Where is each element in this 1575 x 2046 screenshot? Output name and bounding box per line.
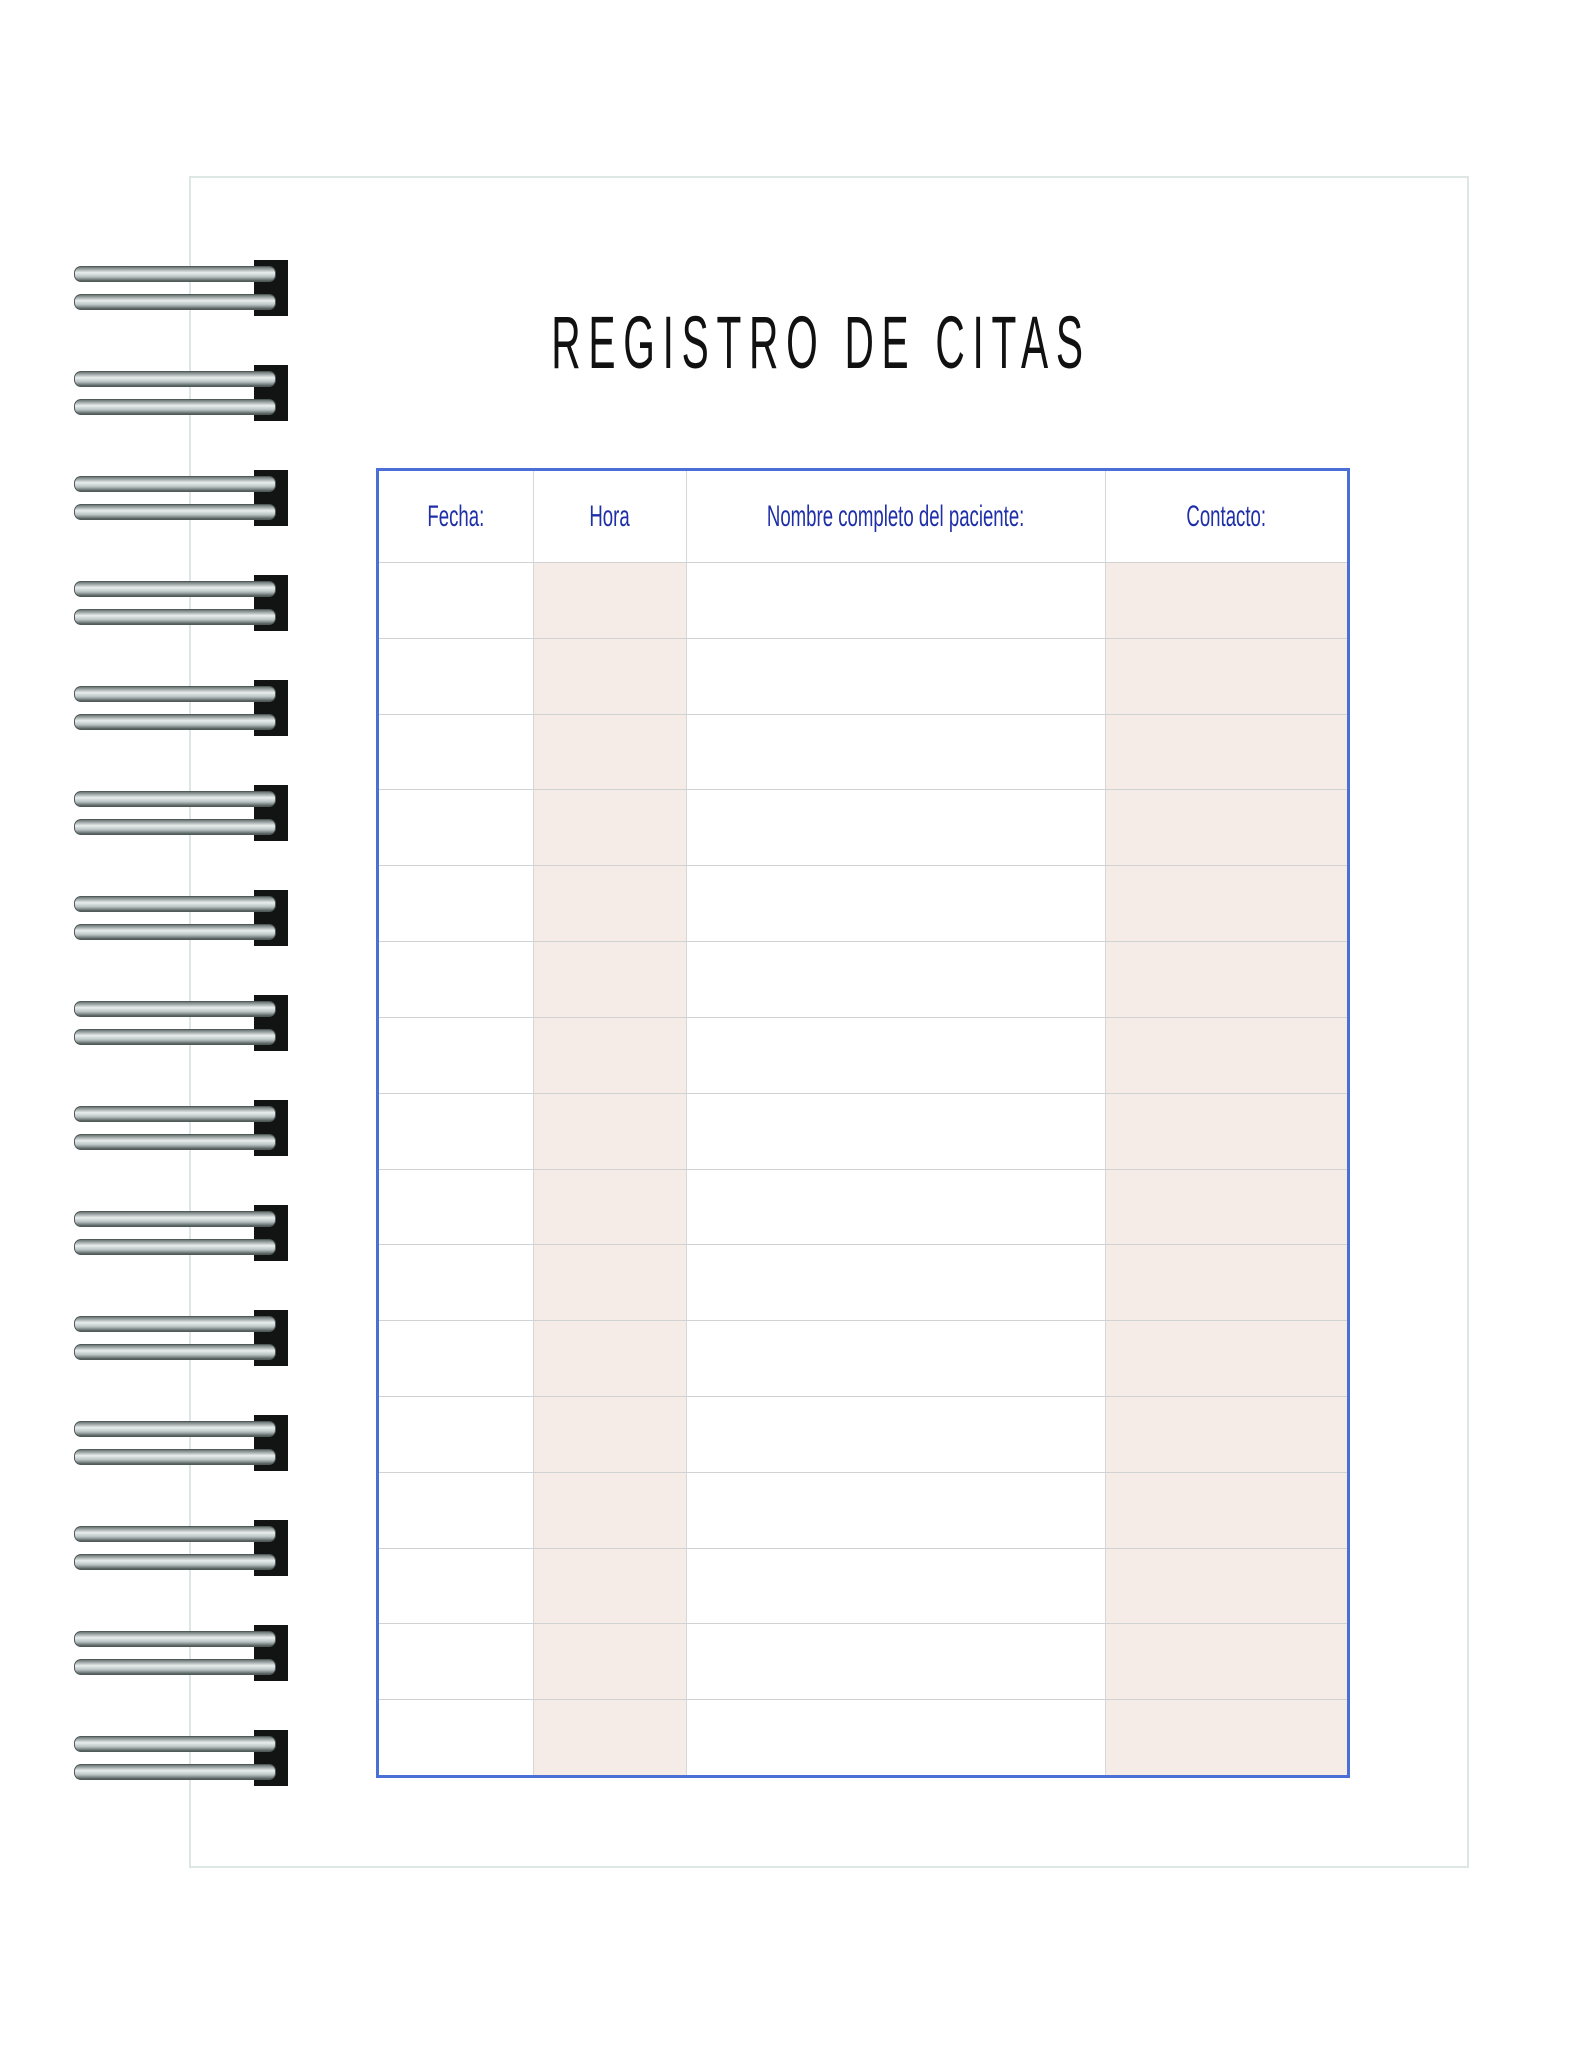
table-row — [379, 1016, 1347, 1018]
binding-ring — [74, 1625, 294, 1681]
binding-ring — [74, 1415, 294, 1471]
table-row — [379, 562, 1347, 563]
ring-wire — [74, 1659, 276, 1675]
binding-ring — [74, 260, 294, 316]
table-row — [379, 1623, 1347, 1625]
binding-ring — [74, 575, 294, 631]
appointments-table: Fecha: Hora Nombre completo del paciente… — [376, 468, 1350, 1778]
header-hora: Hora — [533, 471, 686, 562]
ring-wire — [74, 476, 276, 492]
header-nombre-label: Nombre completo del paciente: — [766, 499, 1025, 533]
ring-wire — [74, 1526, 276, 1542]
header-contacto-label: Contacto: — [1186, 499, 1266, 533]
binding-ring — [74, 1310, 294, 1366]
ring-wire — [74, 1239, 276, 1255]
header-nombre: Nombre completo del paciente: — [686, 471, 1105, 562]
ring-wire — [74, 1134, 276, 1150]
binding-ring — [74, 1730, 294, 1786]
header-contacto: Contacto: — [1105, 471, 1347, 562]
binding-ring — [74, 470, 294, 526]
ring-wire — [74, 504, 276, 520]
table-row — [379, 865, 1347, 867]
binding-ring — [74, 680, 294, 736]
ring-wire — [74, 1344, 276, 1360]
table-row — [379, 1168, 1347, 1170]
ring-wire — [74, 686, 276, 702]
ring-wire — [74, 1001, 276, 1017]
table-row — [379, 1699, 1347, 1701]
ring-wire — [74, 1736, 276, 1752]
ring-wire — [74, 791, 276, 807]
binding-ring — [74, 1100, 294, 1156]
ring-wire — [74, 294, 276, 310]
table-row — [379, 1395, 1347, 1397]
ring-wire — [74, 1106, 276, 1122]
ring-wire — [74, 896, 276, 912]
table-row — [379, 713, 1347, 715]
binding-ring — [74, 1520, 294, 1576]
ring-wire — [74, 1449, 276, 1465]
binding-ring — [74, 1205, 294, 1261]
binding-ring — [74, 785, 294, 841]
column-divider — [533, 471, 534, 1775]
ring-wire — [74, 399, 276, 415]
column-divider — [686, 471, 687, 1775]
ring-wire — [74, 819, 276, 835]
ring-wire — [74, 1211, 276, 1227]
ring-wire — [74, 1764, 276, 1780]
ring-wire — [74, 371, 276, 387]
ring-wire — [74, 266, 276, 282]
ring-wire — [74, 1029, 276, 1045]
ring-wire — [74, 1316, 276, 1332]
ring-wire — [74, 581, 276, 597]
page-title: REGISTRO DE CITAS — [551, 301, 1091, 384]
table-row — [379, 1320, 1347, 1322]
table-row — [379, 637, 1347, 639]
ring-wire — [74, 609, 276, 625]
binding-ring — [74, 995, 294, 1051]
binding-ring — [74, 365, 294, 421]
column-divider — [1105, 471, 1106, 1775]
table-row — [379, 941, 1347, 943]
ring-wire — [74, 1554, 276, 1570]
table-row — [379, 1547, 1347, 1549]
header-hora-label: Hora — [589, 499, 630, 533]
header-fecha-label: Fecha: — [427, 499, 485, 533]
table-row — [379, 1471, 1347, 1473]
table-row — [379, 789, 1347, 791]
ring-wire — [74, 1421, 276, 1437]
table-row — [379, 1244, 1347, 1246]
binding-ring — [74, 890, 294, 946]
header-fecha: Fecha: — [379, 471, 533, 562]
ring-wire — [74, 714, 276, 730]
ring-wire — [74, 924, 276, 940]
table-row — [379, 1092, 1347, 1094]
ring-wire — [74, 1631, 276, 1647]
